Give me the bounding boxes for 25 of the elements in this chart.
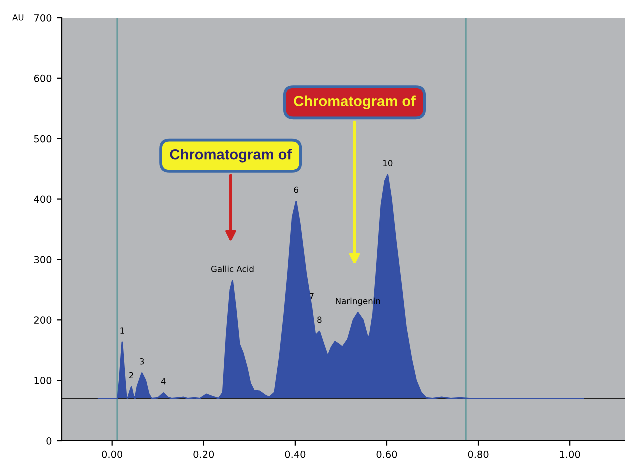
x-tick-label: 0.20 bbox=[194, 450, 214, 458]
annotation: Gallic Acid bbox=[211, 266, 254, 272]
annotation: 10 bbox=[384, 160, 393, 167]
annotation: 2 bbox=[130, 372, 134, 379]
y-tick-label: 400 bbox=[34, 196, 52, 204]
annotation: Chromatogram of bbox=[170, 149, 292, 163]
y-tick-label: 700 bbox=[34, 14, 52, 22]
y-tick-label: 500 bbox=[34, 135, 52, 143]
annotation: Chromatogram of bbox=[294, 96, 416, 110]
x-tick-label: 1.00 bbox=[560, 450, 580, 458]
annotation: 8 bbox=[318, 316, 322, 324]
y-tick-label: 600 bbox=[34, 74, 52, 82]
y-tick-label: 300 bbox=[34, 256, 52, 264]
x-tick-label: 0.60 bbox=[376, 450, 398, 458]
annotation: 6 bbox=[294, 186, 298, 194]
x-tick-label: 0.40 bbox=[285, 450, 306, 458]
y-tick-label: 0 bbox=[46, 437, 52, 445]
annotation: 4 bbox=[161, 378, 166, 385]
x-tick-label: 0.80 bbox=[468, 450, 489, 458]
y-axis-title: AU bbox=[12, 14, 24, 21]
y-tick-label: 100 bbox=[34, 377, 52, 384]
y-tick-label: 200 bbox=[34, 316, 52, 324]
annotation: 1 bbox=[120, 328, 124, 334]
annotation: 3 bbox=[140, 358, 144, 365]
x-tick-label: 0.00 bbox=[102, 450, 123, 458]
